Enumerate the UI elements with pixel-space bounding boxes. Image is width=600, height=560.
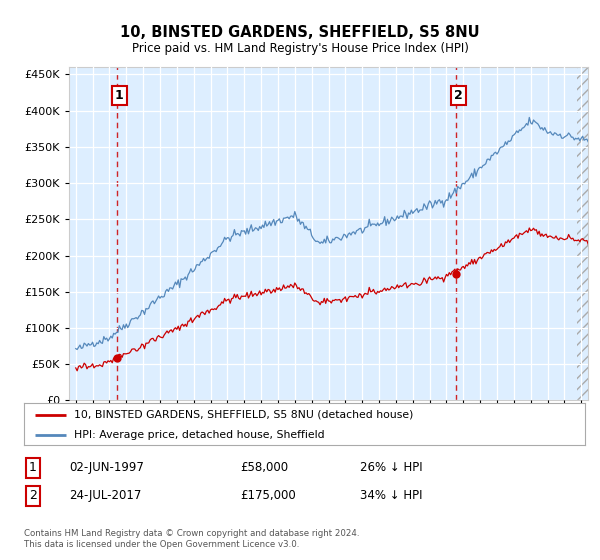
Text: 2: 2 [454, 89, 463, 102]
Bar [577, 67, 600, 400]
Text: Price paid vs. HM Land Registry's House Price Index (HPI): Price paid vs. HM Land Registry's House … [131, 42, 469, 55]
Text: 1: 1 [29, 461, 37, 474]
Text: £58,000: £58,000 [240, 461, 288, 474]
Text: 1: 1 [115, 89, 124, 102]
Bar [577, 67, 596, 400]
Text: £175,000: £175,000 [240, 489, 296, 502]
Text: 34% ↓ HPI: 34% ↓ HPI [360, 489, 422, 502]
Text: 24-JUL-2017: 24-JUL-2017 [69, 489, 142, 502]
Text: 02-JUN-1997: 02-JUN-1997 [69, 461, 144, 474]
Text: 2: 2 [29, 489, 37, 502]
Text: Contains HM Land Registry data © Crown copyright and database right 2024.
This d: Contains HM Land Registry data © Crown c… [24, 529, 359, 549]
Text: 26% ↓ HPI: 26% ↓ HPI [360, 461, 422, 474]
Text: HPI: Average price, detached house, Sheffield: HPI: Average price, detached house, Shef… [74, 430, 325, 440]
Text: 10, BINSTED GARDENS, SHEFFIELD, S5 8NU: 10, BINSTED GARDENS, SHEFFIELD, S5 8NU [120, 25, 480, 40]
Text: 10, BINSTED GARDENS, SHEFFIELD, S5 8NU (detached house): 10, BINSTED GARDENS, SHEFFIELD, S5 8NU (… [74, 410, 414, 420]
